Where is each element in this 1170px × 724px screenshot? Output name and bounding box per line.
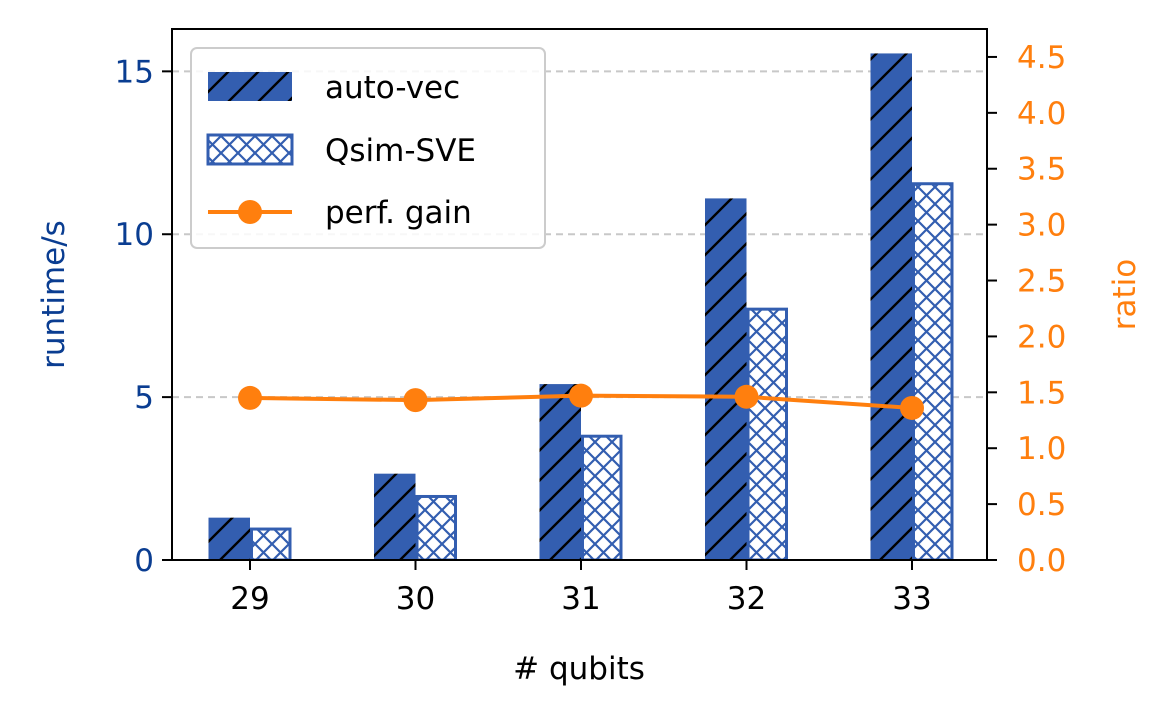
y2-axis-label: ratio [1107,259,1143,330]
right-tick-label: 0.5 [1017,487,1066,523]
bar-qsim-sve-32 [746,307,788,560]
perf-gain-point-31 [569,383,593,408]
left-tick-label: 10 [115,217,154,253]
left-tick-label: 0 [134,543,154,579]
right-tick-label: 3.0 [1017,208,1066,244]
bar-qsim-sve-30 [415,494,457,560]
plot-frame [171,28,988,561]
legend-swatch-qsim-sve [206,133,294,166]
legend: auto-vec Qsim-SVE perf. gain [190,47,546,249]
perf-gain-line-layer [238,383,924,420]
bottom-tick-label: 33 [892,581,931,617]
legend-swatch-perf-gain-marker [238,200,262,224]
legend-label-qsim-sve: Qsim-SVE [325,133,476,169]
bar-auto-vec-30 [374,473,416,560]
right-tick-label: 4.0 [1017,96,1066,132]
bar-auto-vec-32 [705,198,747,560]
right-tick-label: 2.0 [1017,319,1066,355]
bar-auto-vec-33 [870,53,912,560]
bottom-tick-label: 30 [396,581,435,617]
right-tick-label: 2.5 [1017,264,1066,300]
perf-gain-point-32 [734,384,759,409]
legend-swatch-auto-vec [208,72,292,101]
bars [208,53,954,560]
left-tick-label: 15 [115,54,154,90]
left-tick-label: 5 [134,380,154,416]
perf-gain-point-29 [238,385,262,410]
perf-gain-point-33 [900,395,924,420]
right-tick-label: 1.0 [1017,431,1066,467]
x-axis-label: # qubits [513,651,645,687]
bar-qsim-sve-33 [912,182,954,560]
right-tick-label: 0.0 [1017,543,1066,579]
legend-label-perf-gain: perf. gain [325,195,472,231]
bar-auto-vec-29 [208,517,250,560]
bar-qsim-sve-31 [581,434,623,560]
bar-qsim-sve-29 [250,527,292,560]
right-tick-label: 3.5 [1017,152,1066,188]
right-tick-label: 1.5 [1017,375,1066,411]
bottom-tick-label: 29 [230,581,269,617]
right-axis-ticks: 0.0 0.5 1.0 1.5 2.0 2.5 3.0 3.5 4.0 4.5 [987,40,1066,579]
right-tick-label: 4.5 [1017,40,1066,76]
left-axis-ticks: 0 5 10 15 [115,54,172,579]
y-axis-label: runtime/s [36,220,72,369]
bottom-tick-label: 32 [727,581,766,617]
legend-label-auto-vec: auto-vec [325,70,460,106]
bar-auto-vec-31 [539,384,581,560]
perf-gain-point-30 [403,388,428,413]
bottom-axis-ticks: 29 30 31 32 33 [230,560,932,617]
bottom-tick-label: 31 [561,581,600,617]
